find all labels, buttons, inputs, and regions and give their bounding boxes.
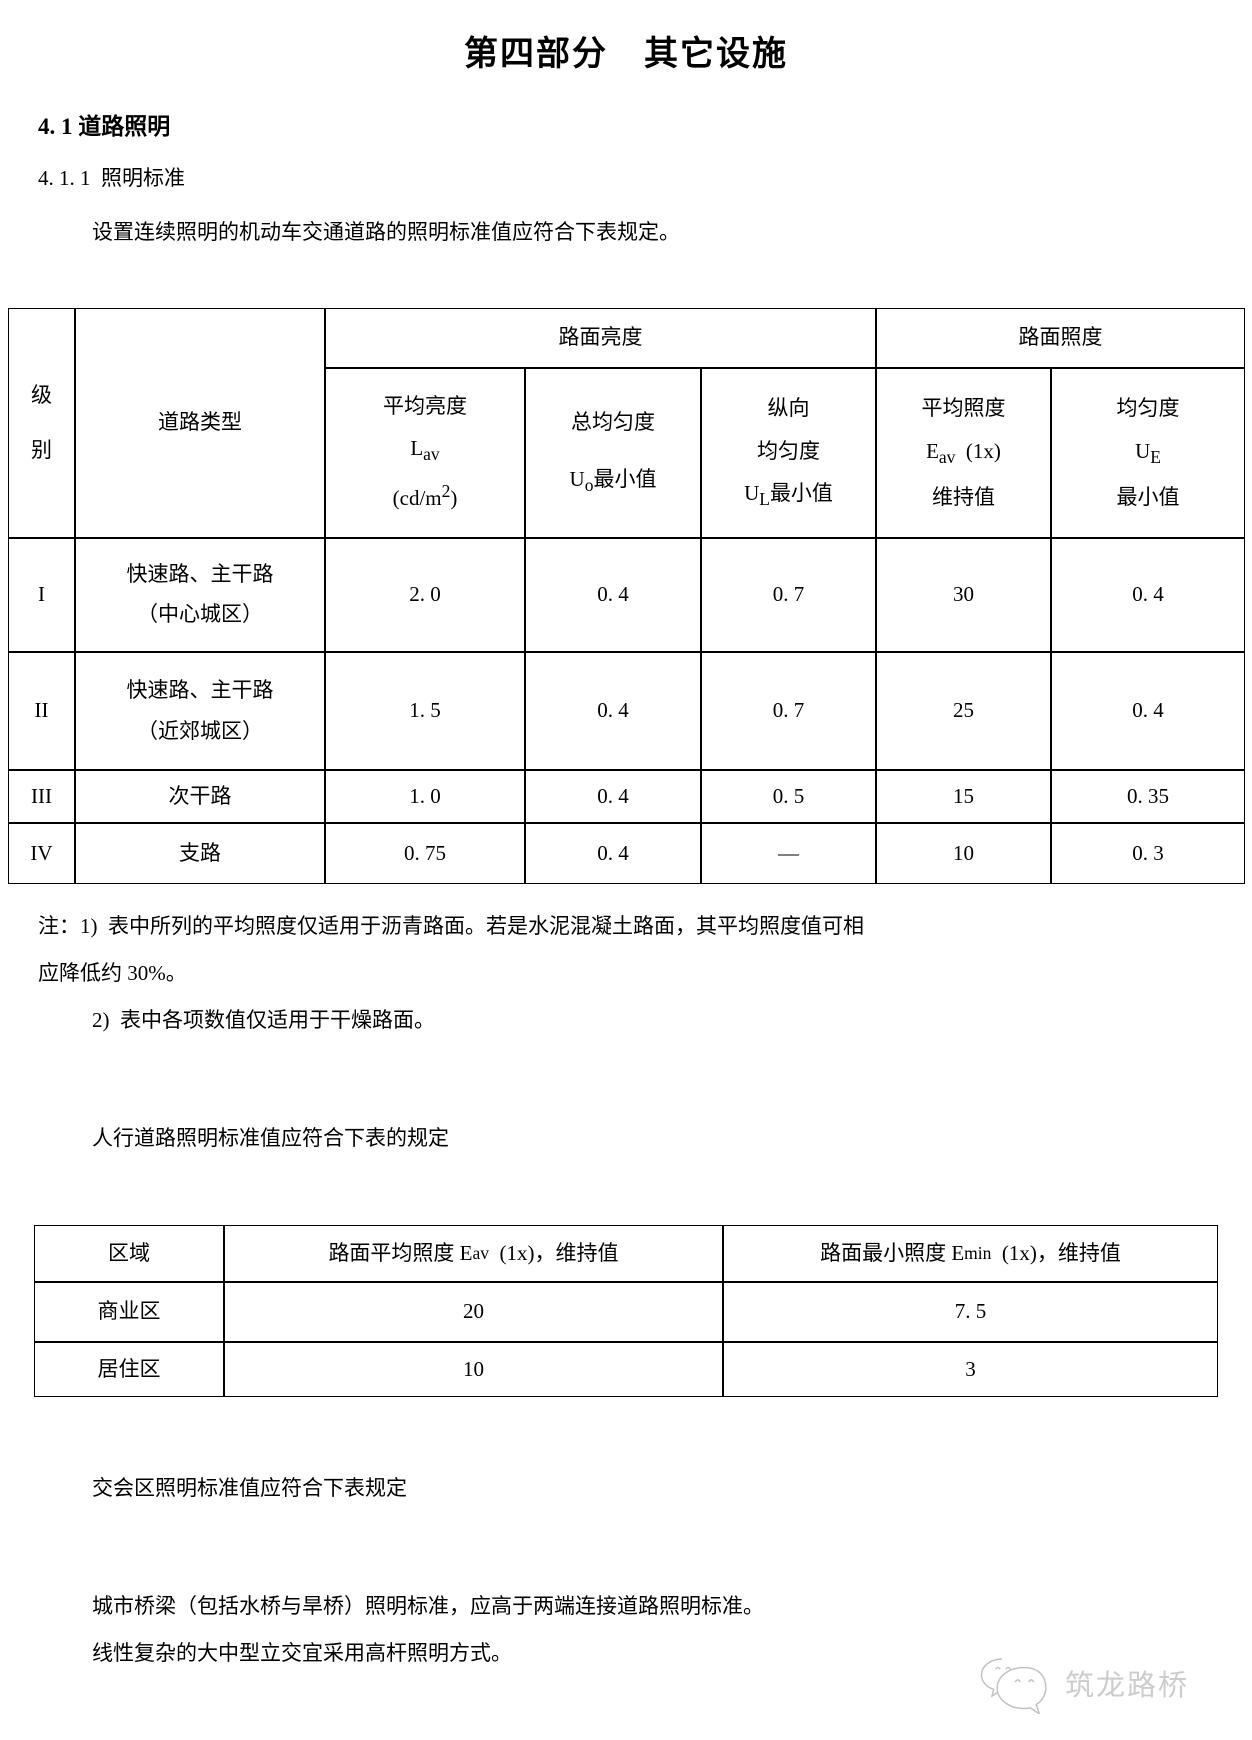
svg-text:筑龙路桥: 筑龙路桥 <box>1065 1669 1189 1702</box>
